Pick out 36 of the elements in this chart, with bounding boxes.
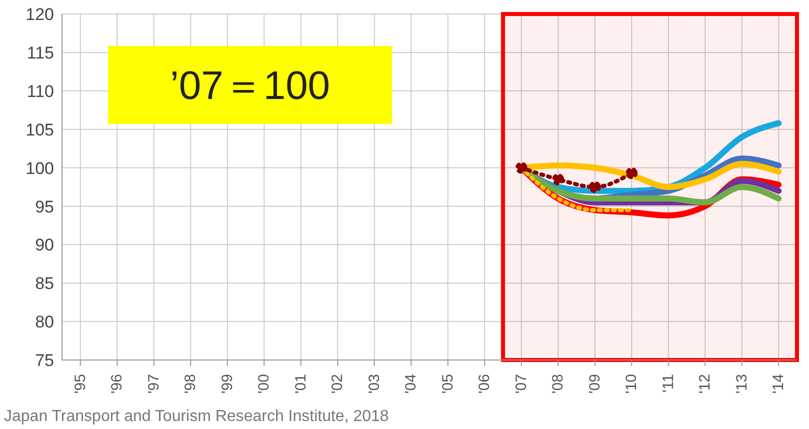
x-tick-label: '14: [770, 374, 788, 394]
x-tick-label: '06: [476, 374, 494, 394]
y-tick-label: 95: [35, 197, 54, 216]
x-tick-label: '97: [145, 374, 162, 394]
y-tick-label: 80: [35, 312, 54, 332]
annotation: ’07＝100: [108, 46, 392, 124]
x-tick-label: '00: [256, 374, 273, 394]
point: [626, 167, 638, 180]
point: [588, 181, 601, 193]
y-tick-label: 110: [26, 82, 54, 101]
x-tick-label: '12: [696, 374, 714, 394]
x-tick-label: '01: [292, 374, 310, 394]
x-tick-label: '96: [108, 374, 126, 394]
x-tick-label: '99: [218, 374, 236, 394]
y-tick-label: 105: [26, 120, 54, 140]
x-tick-label: '98: [182, 374, 200, 394]
point: [515, 162, 528, 174]
x-tick-label: '13: [733, 374, 750, 394]
x-tick-label: '03: [366, 374, 383, 394]
x-tick-label: '04: [402, 374, 420, 394]
x-tick-label: '95: [72, 374, 89, 394]
y-tick-label: 115: [26, 43, 54, 62]
x-tick-label: '02: [329, 374, 346, 394]
x-tick-label: '05: [439, 374, 456, 394]
x-tick-label: '07: [512, 374, 530, 394]
y-tick-label: 85: [35, 274, 54, 294]
y-tick-label: 120: [26, 5, 54, 24]
point: [552, 173, 564, 186]
x-tick-label: '08: [550, 374, 567, 394]
text: Japan Transport and Tourism Research Institute, 2018: [4, 408, 389, 426]
x-tick-label: '11: [660, 374, 677, 392]
x-tick-label: '09: [586, 374, 604, 394]
y-tick-label: 75: [35, 351, 54, 370]
y-tick-label: 100: [26, 158, 54, 178]
y-tick-label: 90: [35, 236, 54, 255]
x-tick-label: '10: [623, 374, 640, 394]
